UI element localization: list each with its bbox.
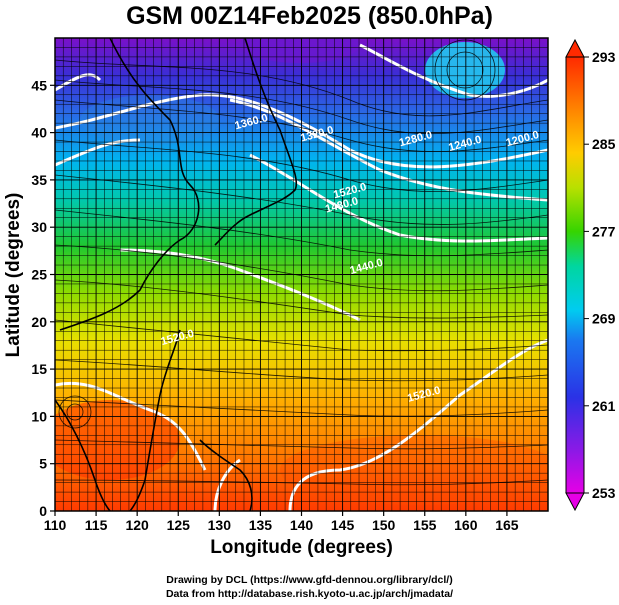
x-tick-label: 115 <box>85 517 108 533</box>
y-tick-label: 25 <box>31 267 47 283</box>
wind-streamlines <box>55 39 548 486</box>
y-axis-title: Latitude (degrees) <box>3 192 24 358</box>
x-tick-label: 135 <box>249 517 273 533</box>
x-tick-label: 160 <box>454 517 478 533</box>
x-tick-label: 150 <box>372 517 396 533</box>
colorbar-top-arrow <box>565 38 585 58</box>
x-tick-label: 130 <box>208 517 232 533</box>
coastlines <box>55 38 298 511</box>
map-title: GSM 00Z14Feb2025 (850.0hPa) <box>126 2 493 30</box>
y-tick-label: 15 <box>31 361 47 377</box>
credit-data: Data from http://database.rish.kyoto-u.a… <box>165 588 454 600</box>
y-tick-label: 5 <box>39 456 47 472</box>
x-tick-label: 165 <box>495 517 519 533</box>
cold-pool <box>240 38 360 63</box>
cold-core <box>425 42 505 98</box>
colorbar-tick-label: 253 <box>592 485 616 501</box>
x-axis-title: Longitude (degrees) <box>210 537 393 558</box>
y-tick-label: 40 <box>31 125 47 141</box>
y-tick-label: 0 <box>39 503 47 519</box>
y-tick-label: 20 <box>31 314 47 330</box>
x-tick-label: 125 <box>167 517 191 533</box>
colorbar-tick-label: 277 <box>592 223 616 239</box>
y-tick-label: 10 <box>31 408 47 424</box>
y-tick-label: 35 <box>31 172 47 188</box>
colorbar-tick-label: 269 <box>592 311 616 327</box>
x-tick-label: 110 <box>44 517 67 533</box>
y-tick-label: 45 <box>31 77 47 93</box>
colorbar-tick-label: 285 <box>592 136 616 152</box>
colorbar-tick-label: 293 <box>592 49 616 65</box>
x-tick-label: 155 <box>413 517 437 533</box>
y-tick-label: 30 <box>31 219 47 235</box>
colorbar-gradient <box>565 56 585 494</box>
x-tick-label: 140 <box>290 517 314 533</box>
colorbar-bottom-arrow <box>565 492 585 512</box>
x-tick-label: 120 <box>125 517 149 533</box>
x-tick-label: 145 <box>331 517 355 533</box>
colorbar-tick-label: 261 <box>592 398 616 414</box>
credit-drawing: Drawing by DCL (https://www.gfd-dennou.o… <box>166 574 453 586</box>
colorbar: 293 285 277 269 261 253 <box>565 38 616 512</box>
